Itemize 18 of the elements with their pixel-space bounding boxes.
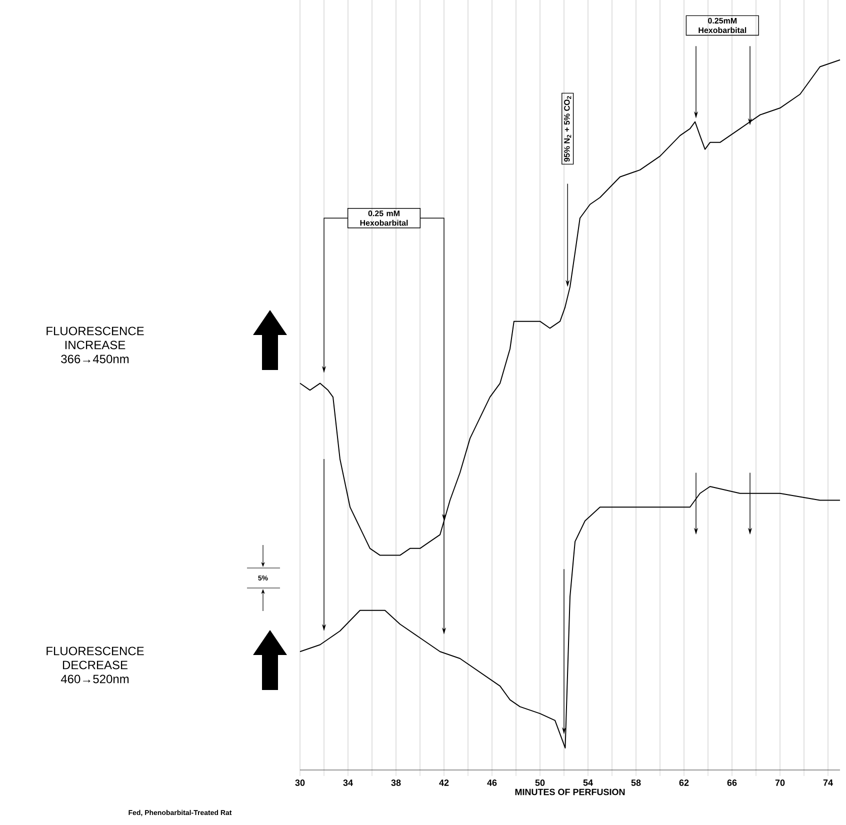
x-tick-label: 58	[631, 780, 641, 786]
x-tick-label: 30	[295, 780, 305, 786]
text: 0.25mM Hexobarbital	[698, 18, 746, 34]
x-tick-label: 70	[775, 780, 785, 786]
x-tick-label: 46	[487, 780, 497, 786]
text: FLUORESCENCE DECREASE 460→520nm	[46, 646, 144, 684]
x-axis-title: MINUTES OF PERFUSION	[515, 788, 625, 796]
x-tick-label: 54	[583, 780, 593, 786]
x-tick-label: 34	[343, 780, 353, 786]
annotation: 95% N$_{2}$ + 5% CO$_{2}$	[564, 96, 572, 162]
x-tick-label: 42	[439, 780, 449, 786]
x-tick-label: 66	[727, 780, 737, 786]
annotation: 0.25 mM Hexobarbital	[360, 210, 408, 226]
x-tick-label: 38	[391, 780, 401, 786]
x-tick-label: 50	[535, 780, 545, 786]
x-tick-label: 74	[823, 780, 833, 786]
x-tick-label: 62	[679, 780, 689, 786]
text: FLUORESCENCE INCREASE 366→450nm	[46, 326, 144, 364]
